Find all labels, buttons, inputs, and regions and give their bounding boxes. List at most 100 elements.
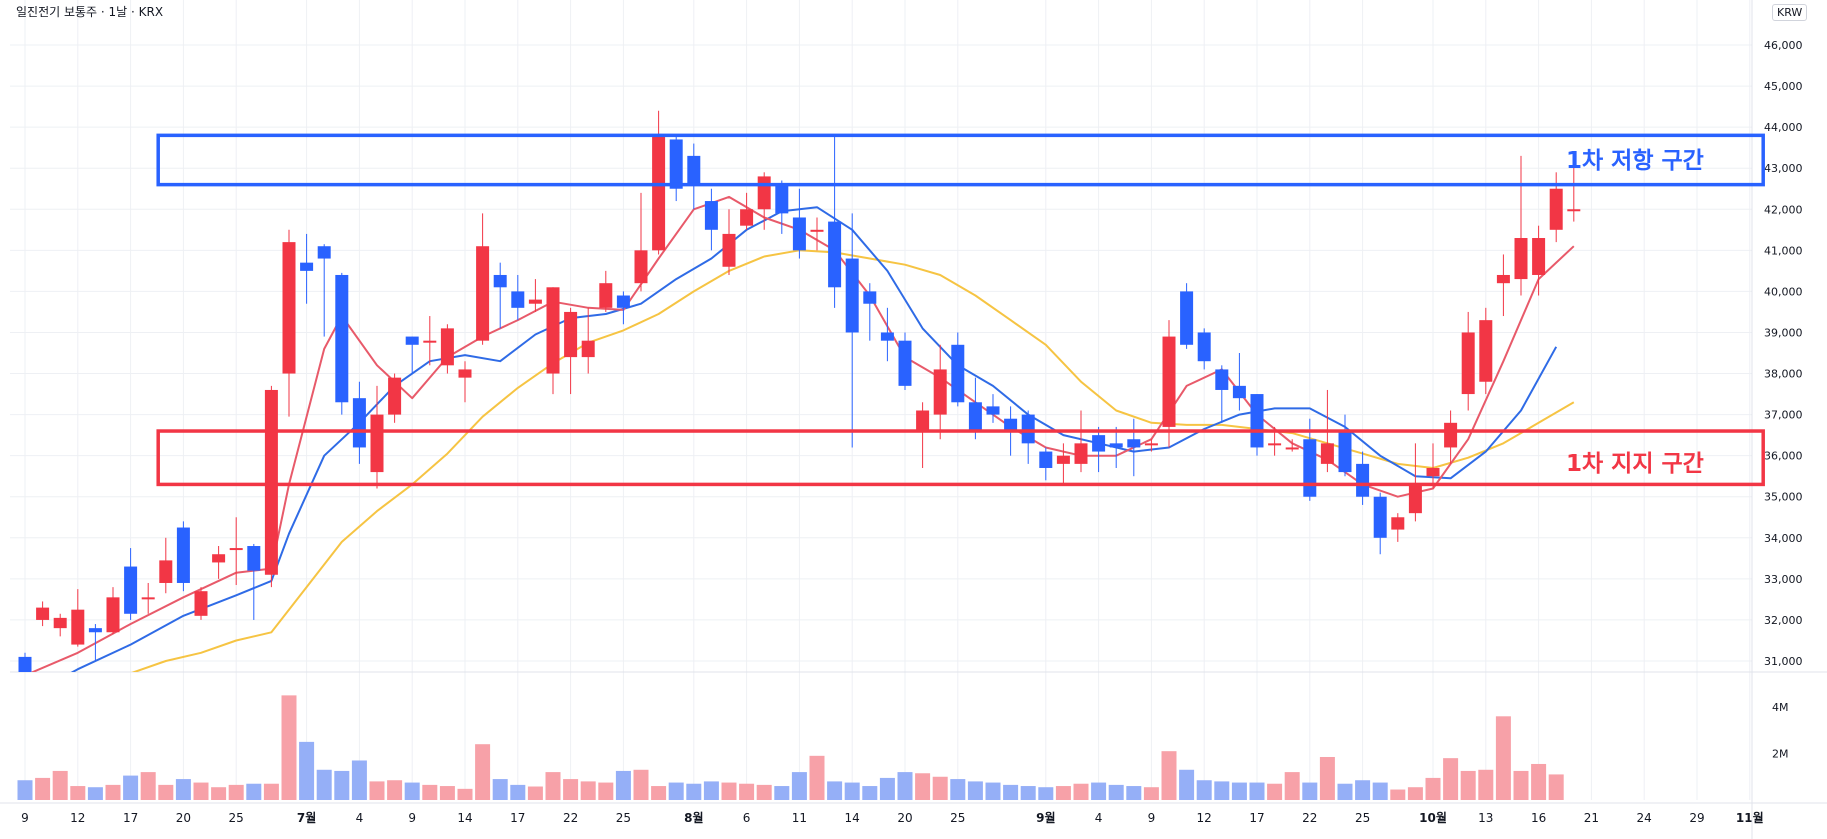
volume-bar — [475, 744, 491, 800]
volume-bar — [351, 760, 367, 800]
date-tick-label: 9월 — [1036, 810, 1055, 825]
volume-bar — [1055, 786, 1071, 800]
volume-bar — [1143, 787, 1159, 800]
volume-bar — [1355, 780, 1371, 800]
date-tick-label: 9 — [1148, 811, 1156, 825]
volume-bar — [1179, 769, 1195, 800]
candle-body — [1373, 496, 1387, 538]
candle-body — [159, 560, 173, 583]
date-tick-label: 17 — [510, 811, 525, 825]
volume-bar — [809, 755, 825, 800]
candle-body — [229, 548, 243, 551]
price-tick-label: 37,000 — [1764, 409, 1803, 422]
date-tick-label: 11월 — [1736, 810, 1764, 825]
candle-body — [300, 262, 314, 271]
candle-body — [652, 135, 666, 251]
volume-bar — [563, 779, 579, 800]
candle-body — [1127, 439, 1141, 448]
candle-body — [634, 250, 648, 284]
volume-bar — [1495, 716, 1511, 800]
price-tick-label: 34,000 — [1764, 532, 1803, 545]
candle-body — [1496, 274, 1510, 284]
volume-bar — [70, 786, 86, 800]
candle-body — [476, 246, 490, 341]
candle-body — [370, 414, 384, 473]
candle-body — [581, 340, 595, 358]
volume-bar — [228, 784, 244, 800]
candle-body — [669, 139, 683, 189]
volume-bar — [1443, 758, 1459, 800]
volume-bar — [527, 786, 543, 800]
volume-bar — [1267, 783, 1283, 800]
date-tick-label: 16 — [1531, 811, 1546, 825]
candle-body — [528, 299, 542, 304]
support-zone-label: 1차 지지 구간 — [1566, 451, 1704, 477]
volume-bar — [52, 770, 68, 800]
candle-body — [1144, 443, 1158, 446]
candle-body — [616, 295, 630, 308]
candle-body — [1285, 447, 1299, 450]
volume-bar — [246, 783, 262, 800]
volume-bar — [1214, 781, 1230, 800]
volume-bar — [915, 773, 931, 800]
date-tick-label: 12 — [70, 811, 85, 825]
date-tick-label: 10월 — [1419, 810, 1447, 825]
candle-body — [1039, 451, 1053, 468]
volume-bar — [334, 770, 350, 800]
volume-bar — [774, 786, 790, 800]
candle-body — [1391, 517, 1405, 530]
volume-bar — [422, 784, 438, 800]
candle-body — [546, 287, 560, 374]
volume-bar — [985, 782, 1001, 800]
candle-body — [335, 274, 349, 403]
volume-bar — [17, 780, 33, 800]
volume-bar — [897, 772, 913, 800]
date-tick-label: 6 — [743, 811, 751, 825]
volume-bar — [1126, 786, 1142, 800]
candle-body — [493, 274, 507, 288]
volume-bar — [932, 776, 948, 800]
date-tick-label: 25 — [1355, 811, 1370, 825]
price-tick-label: 31,000 — [1764, 655, 1803, 668]
date-tick-label: 4 — [356, 811, 364, 825]
candle-body — [775, 184, 789, 214]
volume-bar — [140, 772, 156, 800]
volume-bar — [1319, 756, 1335, 800]
volume-bar — [87, 787, 103, 800]
date-tick-label: 4 — [1095, 811, 1103, 825]
candle-body — [282, 242, 296, 374]
candle-body — [1268, 443, 1282, 446]
candle-body — [722, 233, 736, 267]
volume-bar — [404, 782, 420, 800]
volume-bar — [1073, 783, 1089, 800]
candle-body — [740, 209, 754, 226]
candle-body — [687, 155, 701, 185]
date-tick-label: 9 — [21, 811, 29, 825]
candle-body — [564, 311, 578, 358]
price-tick-label: 33,000 — [1764, 573, 1803, 586]
date-tick-label: 11 — [792, 811, 807, 825]
volume-bar — [1003, 784, 1019, 800]
candle-body — [405, 336, 419, 345]
volume-bar — [1548, 774, 1564, 800]
price-tick-label: 41,000 — [1764, 244, 1803, 257]
candle-body — [951, 344, 965, 403]
volume-bar — [1337, 783, 1353, 800]
volume-bar — [1302, 782, 1318, 800]
candle-body — [1162, 336, 1176, 427]
candle-body — [1109, 443, 1123, 448]
volume-bar — [651, 786, 667, 800]
volume-bar — [316, 769, 332, 800]
volume-bar — [756, 784, 772, 800]
currency-label[interactable]: KRW — [1772, 4, 1808, 21]
volume-bar — [739, 783, 755, 800]
date-tick-label: 24 — [1637, 811, 1652, 825]
candle-body — [352, 398, 366, 448]
volume-bar — [1478, 769, 1494, 800]
volume-bar — [862, 786, 878, 800]
volume-bar — [1091, 782, 1107, 800]
candle-body — [511, 291, 525, 308]
volume-bar — [299, 741, 315, 800]
volume-bar — [967, 781, 983, 800]
